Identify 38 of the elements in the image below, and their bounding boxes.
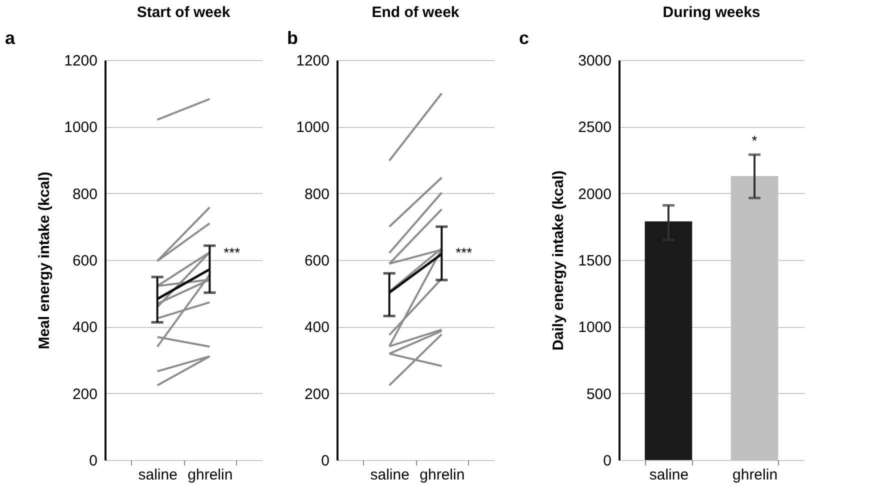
y-tick-label: 3000	[578, 52, 612, 70]
y-tick-label: 400	[304, 319, 330, 336]
y-tick-label: 600	[72, 252, 98, 270]
y-tick-label: 800	[72, 186, 98, 203]
annotation: *	[752, 132, 758, 149]
x-tick-label: ghrelin	[188, 466, 233, 484]
y-tick-label: 0	[603, 452, 612, 470]
y-tick-label: 400	[72, 319, 98, 336]
chart-title: During weeks	[662, 4, 760, 21]
x-tick-label: saline	[370, 466, 410, 484]
chart-title: End of week	[372, 4, 460, 21]
text: a	[5, 28, 16, 48]
y-tick-label: 500	[586, 386, 612, 403]
y-tick-label: 2000	[578, 186, 612, 203]
y-tick-label: 1200	[296, 52, 330, 70]
x-tick-label: saline	[138, 466, 178, 484]
y-axis-title: Daily energy intake (kcal)	[550, 170, 568, 351]
annotation: ***	[224, 244, 241, 260]
y-tick-label: 2500	[578, 119, 612, 136]
y-tick-label: 200	[304, 386, 330, 403]
y-tick-label: 1000	[64, 119, 98, 136]
text: c	[519, 28, 530, 48]
y-axis-title: Meal energy intake (kcal)	[36, 172, 54, 350]
y-tick-label: 0	[321, 452, 330, 470]
x-tick-label: saline	[649, 466, 689, 484]
y-tick-label: 1500	[578, 252, 612, 270]
y-tick-label: 1000	[296, 119, 330, 136]
y-tick-label: 800	[304, 186, 330, 203]
x-tick-label: ghrelin	[420, 466, 465, 484]
text: b	[287, 28, 298, 48]
y-tick-label: 0	[89, 452, 98, 470]
x-tick-label: ghrelin	[732, 466, 778, 484]
annotation: ***	[456, 244, 473, 260]
y-tick-label: 1200	[64, 52, 98, 70]
y-tick-label: 1000	[578, 319, 612, 336]
chart-title: Start of week	[136, 4, 231, 21]
y-tick-label: 200	[72, 386, 98, 403]
y-tick-label: 600	[304, 252, 330, 270]
